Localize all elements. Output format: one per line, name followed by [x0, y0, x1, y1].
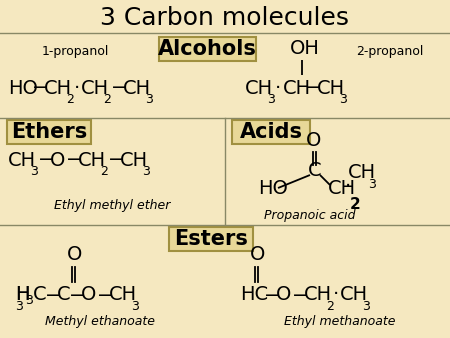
Text: C: C — [308, 161, 322, 179]
FancyBboxPatch shape — [159, 37, 256, 61]
Text: 2: 2 — [100, 165, 108, 178]
Text: 2: 2 — [103, 93, 111, 106]
Text: CH: CH — [120, 150, 148, 169]
Text: CH: CH — [348, 164, 376, 183]
Text: O: O — [250, 245, 266, 265]
Text: O: O — [81, 286, 96, 305]
Text: 3: 3 — [368, 178, 376, 191]
Text: 2: 2 — [350, 197, 361, 212]
Text: H: H — [15, 286, 30, 305]
Text: CH: CH — [245, 78, 273, 97]
Text: −: − — [305, 78, 321, 97]
Text: −: − — [108, 150, 124, 169]
Text: C: C — [57, 286, 71, 305]
Text: −: − — [45, 286, 61, 305]
Text: CH: CH — [283, 78, 311, 97]
Text: Ethers: Ethers — [11, 122, 87, 142]
Text: O: O — [276, 286, 292, 305]
Text: HC: HC — [240, 286, 268, 305]
FancyBboxPatch shape — [169, 227, 253, 251]
Text: Acids: Acids — [239, 122, 302, 142]
Text: 3: 3 — [267, 93, 275, 106]
Text: H: H — [15, 286, 30, 305]
Text: CH: CH — [123, 78, 151, 97]
Text: ·: · — [333, 286, 339, 305]
Text: CH: CH — [109, 286, 137, 305]
Text: OH: OH — [290, 39, 320, 57]
Text: ·: · — [275, 78, 281, 97]
Text: Ethyl methyl ether: Ethyl methyl ether — [54, 198, 170, 212]
Text: 3: 3 — [30, 165, 38, 178]
Text: Propanoic acid: Propanoic acid — [264, 209, 356, 221]
Text: O: O — [306, 130, 321, 149]
Text: −: − — [38, 150, 54, 169]
Text: −: − — [97, 286, 113, 305]
FancyBboxPatch shape — [7, 120, 91, 144]
Text: Methyl ethanoate: Methyl ethanoate — [45, 315, 155, 329]
Text: ·: · — [74, 78, 80, 97]
Text: 3: 3 — [145, 93, 153, 106]
Text: Alcohols: Alcohols — [158, 39, 257, 59]
Text: ·: · — [345, 176, 351, 195]
Text: −: − — [264, 286, 280, 305]
Text: −: − — [292, 286, 308, 305]
Text: CH: CH — [8, 150, 36, 169]
Text: CH: CH — [81, 78, 109, 97]
Text: −: − — [32, 78, 49, 97]
Text: Ethyl methanoate: Ethyl methanoate — [284, 315, 396, 329]
Text: C: C — [33, 286, 47, 305]
Text: CH: CH — [317, 78, 345, 97]
Text: 3: 3 — [131, 300, 139, 313]
Text: 2: 2 — [66, 93, 74, 106]
Text: 3: 3 — [15, 300, 23, 313]
Text: CH: CH — [304, 286, 332, 305]
Text: O: O — [50, 150, 65, 169]
Text: 2-propanol: 2-propanol — [356, 46, 424, 58]
Text: CH: CH — [328, 178, 356, 197]
Text: 3: 3 — [25, 294, 33, 308]
Text: CH: CH — [340, 286, 368, 305]
Text: HO: HO — [8, 78, 38, 97]
FancyBboxPatch shape — [232, 120, 310, 144]
Text: CH: CH — [78, 150, 106, 169]
Text: 3: 3 — [339, 93, 347, 106]
Text: −: − — [66, 150, 82, 169]
Text: 3 Carbon molecules: 3 Carbon molecules — [100, 6, 350, 30]
Text: 3: 3 — [142, 165, 150, 178]
Text: HO: HO — [258, 178, 288, 197]
Text: Esters: Esters — [174, 229, 248, 249]
Text: −: − — [69, 286, 86, 305]
Text: 1-propanol: 1-propanol — [41, 46, 109, 58]
Text: 3: 3 — [362, 300, 370, 313]
Text: CH: CH — [44, 78, 72, 97]
Text: O: O — [67, 245, 82, 265]
Text: −: − — [111, 78, 127, 97]
Text: 2: 2 — [326, 300, 334, 313]
